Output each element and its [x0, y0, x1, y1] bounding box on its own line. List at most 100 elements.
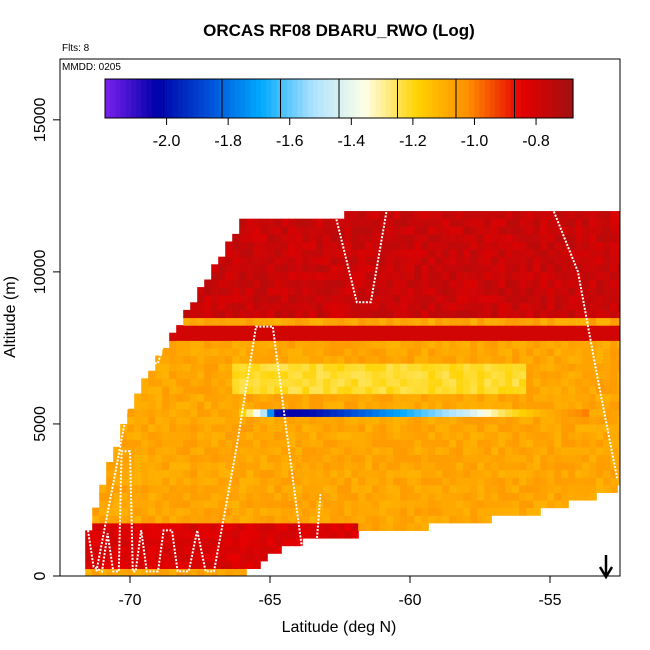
heatmap-cell	[120, 515, 128, 524]
heatmap-cell	[365, 454, 373, 463]
heatmap-cell	[540, 499, 548, 509]
heatmap-cell	[386, 347, 394, 357]
heatmap-cell	[246, 241, 254, 250]
heatmap-cell	[421, 233, 429, 243]
x-tick-label: -65	[258, 592, 281, 609]
heatmap-cell	[99, 568, 107, 576]
heatmap-cell	[512, 294, 520, 303]
heatmap-cell	[190, 317, 198, 326]
heatmap-cell	[190, 454, 198, 463]
heatmap-cell	[428, 416, 436, 425]
heatmap-cell	[316, 233, 324, 243]
heatmap-cell	[561, 370, 569, 379]
heatmap-cell	[386, 363, 394, 372]
heatmap-cell	[449, 431, 457, 440]
heatmap-cell	[309, 271, 317, 281]
heatmap-cell	[575, 211, 583, 220]
heatmap-cell	[428, 287, 436, 296]
heatmap-cell	[533, 302, 541, 311]
heatmap-cell	[281, 302, 289, 311]
heatmap-cell	[120, 530, 128, 539]
heatmap-cell	[204, 363, 212, 372]
heatmap-cell	[337, 416, 345, 425]
heatmap-cell	[589, 370, 597, 379]
heatmap-cell	[183, 385, 191, 395]
heatmap-cell	[99, 530, 107, 539]
heatmap-cell	[610, 317, 618, 326]
heatmap-cell	[204, 537, 212, 547]
heatmap-cell	[260, 256, 268, 265]
heatmap-cell	[484, 499, 492, 509]
heatmap-cell	[624, 219, 632, 227]
heatmap-cell	[526, 294, 534, 303]
heatmap-cell	[617, 218, 620, 227]
heatmap-cell	[344, 446, 352, 455]
heatmap-cell	[533, 378, 541, 387]
heatmap-cell	[456, 317, 464, 326]
heatmap-cell	[596, 446, 604, 455]
heatmap-cell	[330, 530, 338, 539]
heatmap-cell	[316, 226, 324, 235]
colorbar-segment	[339, 79, 345, 118]
heatmap-cell	[505, 461, 513, 471]
heatmap-cell	[204, 370, 212, 379]
heatmap-cell	[498, 408, 506, 417]
heatmap-cell	[547, 431, 555, 440]
colorbar-segment	[365, 79, 371, 118]
heatmap-cell	[519, 256, 527, 265]
heatmap-cell	[533, 241, 541, 250]
heatmap-cell	[267, 446, 275, 455]
heatmap-cell	[470, 302, 478, 311]
heatmap-cell	[337, 515, 345, 524]
heatmap-cell	[288, 416, 296, 425]
heatmap-cell	[218, 499, 226, 509]
heatmap-cell	[414, 317, 422, 326]
heatmap-cell	[421, 249, 429, 258]
heatmap-cell	[568, 454, 576, 463]
heatmap-cell	[498, 492, 506, 501]
heatmap-cell	[141, 477, 149, 486]
heatmap-cell	[211, 499, 219, 509]
heatmap-cell	[323, 264, 331, 273]
heatmap-cell	[484, 347, 492, 357]
heatmap-cell	[582, 347, 590, 357]
heatmap-cell	[309, 416, 317, 425]
heatmap-cell	[176, 370, 184, 379]
heatmap-cell	[554, 454, 562, 463]
heatmap-cell	[372, 287, 380, 296]
heatmap-cell	[316, 241, 324, 250]
heatmap-cell	[358, 287, 366, 296]
heatmap-cell	[281, 492, 289, 501]
heatmap-cell	[197, 499, 205, 509]
heatmap-cell	[498, 302, 506, 311]
heatmap-cell	[491, 423, 499, 433]
heatmap-cell	[610, 241, 618, 250]
heatmap-cell	[99, 537, 107, 547]
heatmap-cell	[190, 355, 198, 364]
heatmap-cell	[351, 492, 359, 501]
heatmap-cell	[428, 431, 436, 440]
heatmap-cell	[505, 401, 513, 410]
heatmap-cell	[526, 309, 534, 319]
heatmap-cell	[372, 279, 380, 288]
heatmap-cell	[561, 416, 569, 425]
heatmap-cell	[365, 256, 373, 265]
heatmap-cell	[295, 256, 303, 265]
y-tick-label: 0	[32, 571, 49, 580]
heatmap-cell	[540, 249, 548, 258]
heatmap-cell	[183, 401, 191, 410]
heatmap-cell	[197, 423, 205, 433]
heatmap-cell	[106, 515, 114, 524]
heatmap-cell	[176, 416, 184, 425]
heatmap-cell	[421, 347, 429, 357]
heatmap-cell	[568, 370, 576, 379]
heatmap-cell	[491, 294, 499, 303]
heatmap-cell	[484, 218, 492, 227]
heatmap-cell	[533, 507, 541, 516]
heatmap-cell	[491, 469, 499, 478]
heatmap-cell	[351, 454, 359, 463]
heatmap-cell	[295, 355, 303, 364]
heatmap-cell	[477, 211, 485, 220]
heatmap-cell	[421, 492, 429, 501]
heatmap-cell	[393, 431, 401, 440]
